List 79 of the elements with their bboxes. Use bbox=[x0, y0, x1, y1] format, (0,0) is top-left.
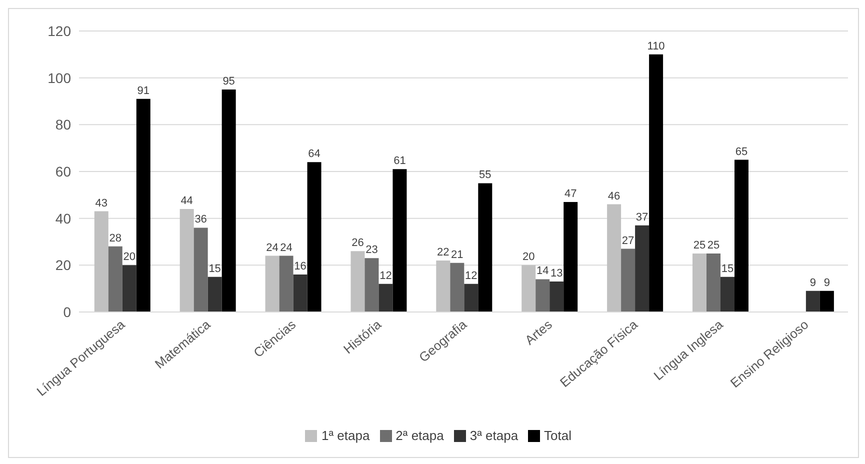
data-label: 12 bbox=[380, 270, 392, 282]
y-tick-label: 60 bbox=[55, 163, 72, 180]
bar bbox=[392, 169, 407, 312]
legend-label: Total bbox=[544, 428, 572, 443]
data-label: 25 bbox=[693, 239, 706, 252]
legend-label: 2ª etapa bbox=[396, 428, 444, 443]
data-label: 26 bbox=[352, 237, 364, 250]
bar bbox=[550, 282, 564, 312]
bar bbox=[607, 204, 622, 312]
data-label: 21 bbox=[451, 248, 464, 261]
bar bbox=[806, 290, 820, 312]
data-label: 24 bbox=[280, 242, 292, 254]
data-label: 44 bbox=[180, 194, 193, 207]
data-label: 9 bbox=[810, 276, 816, 289]
data-label: 36 bbox=[194, 214, 207, 226]
data-label: 20 bbox=[123, 251, 136, 264]
bar bbox=[136, 98, 150, 312]
y-tick-label: 40 bbox=[55, 210, 72, 226]
bar bbox=[621, 248, 636, 312]
bar bbox=[378, 284, 393, 312]
data-label: 95 bbox=[222, 76, 235, 88]
y-tick-label: 0 bbox=[63, 304, 72, 320]
bar bbox=[734, 160, 748, 312]
data-label: 24 bbox=[266, 242, 278, 254]
bar bbox=[564, 202, 578, 312]
bar bbox=[522, 265, 536, 312]
bar bbox=[536, 279, 550, 312]
bar bbox=[108, 246, 122, 312]
bar bbox=[364, 258, 379, 312]
y-tick-label: 80 bbox=[55, 116, 72, 133]
data-label: 46 bbox=[608, 190, 620, 202]
bar bbox=[208, 276, 222, 312]
bar bbox=[307, 162, 322, 312]
data-label: 55 bbox=[479, 169, 492, 182]
bar bbox=[450, 262, 464, 312]
bar bbox=[720, 276, 734, 312]
legend-label: 1ª etapa bbox=[321, 428, 370, 443]
data-label: 20 bbox=[522, 251, 535, 264]
y-tick-label: 100 bbox=[48, 70, 72, 86]
data-label: 9 bbox=[824, 276, 830, 289]
data-label: 13 bbox=[550, 268, 563, 280]
data-label: 43 bbox=[95, 197, 108, 210]
data-label: 64 bbox=[308, 148, 320, 160]
data-label: 65 bbox=[735, 146, 748, 158]
bar bbox=[706, 253, 720, 312]
data-label: 47 bbox=[564, 188, 577, 200]
bar bbox=[820, 290, 834, 312]
bar bbox=[180, 208, 194, 312]
data-label: 22 bbox=[437, 246, 450, 258]
data-label: 23 bbox=[366, 244, 378, 256]
bar bbox=[350, 251, 365, 312]
data-label: 28 bbox=[109, 232, 122, 244]
data-label: 15 bbox=[721, 262, 734, 275]
bar bbox=[464, 284, 478, 312]
data-label: 15 bbox=[208, 262, 221, 275]
bar bbox=[279, 256, 294, 312]
bar bbox=[635, 225, 650, 312]
data-label: 91 bbox=[137, 84, 150, 97]
data-label: 14 bbox=[536, 265, 549, 278]
bar bbox=[293, 274, 308, 312]
bar bbox=[649, 54, 664, 312]
bar bbox=[436, 260, 450, 312]
data-label: 27 bbox=[622, 234, 634, 247]
y-tick-label: 20 bbox=[55, 257, 72, 274]
data-label: 61 bbox=[394, 155, 406, 168]
bar bbox=[478, 183, 492, 312]
data-label: 37 bbox=[636, 211, 648, 224]
bar bbox=[94, 211, 108, 312]
y-tick-label: 120 bbox=[48, 22, 72, 39]
bar bbox=[194, 228, 208, 312]
legend-label: 3ª etapa bbox=[470, 428, 518, 443]
bar bbox=[122, 265, 136, 312]
data-label: 12 bbox=[465, 270, 478, 282]
bar bbox=[222, 90, 236, 312]
bar bbox=[692, 253, 706, 312]
data-label: 25 bbox=[707, 239, 720, 252]
bar bbox=[265, 256, 280, 312]
data-label: 16 bbox=[294, 260, 306, 273]
data-label: 110 bbox=[647, 40, 665, 52]
